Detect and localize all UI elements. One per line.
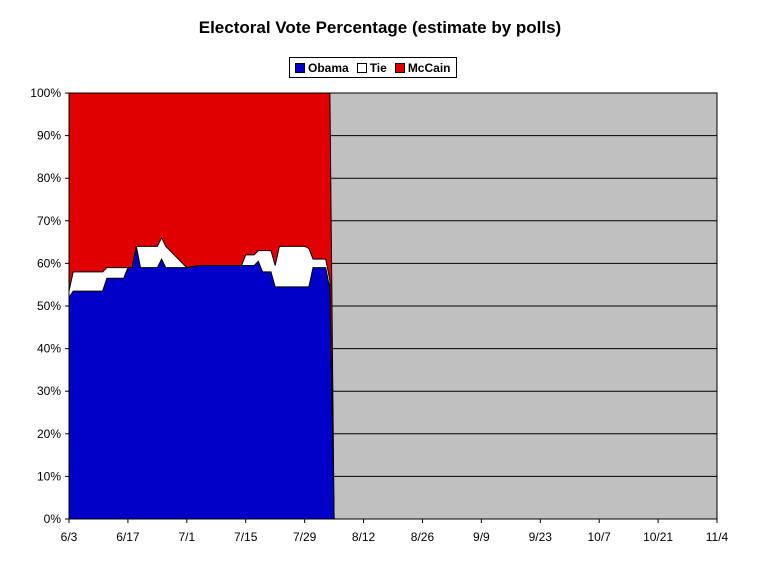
y-tick-label: 70% <box>37 214 61 228</box>
y-tick-label: 50% <box>37 299 61 313</box>
legend-item-tie: Tie <box>356 60 387 75</box>
x-tick-label: 11/4 <box>706 530 729 544</box>
legend-label-tie: Tie <box>369 60 387 75</box>
legend-item-obama: Obama <box>295 61 349 75</box>
chart-title: Electoral Vote Percentage (estimate by p… <box>198 18 562 37</box>
x-tick-label: 7/29 <box>293 530 317 544</box>
legend-swatch-mccain <box>394 62 405 73</box>
legend-swatch-obama <box>295 62 305 73</box>
x-tick-label: 9/23 <box>529 530 553 544</box>
y-tick-label: 20% <box>37 427 61 441</box>
x-tick-label: 7/1 <box>178 530 195 544</box>
y-tick-label: 30% <box>37 384 61 398</box>
x-tick-label: 6/17 <box>116 530 140 544</box>
x-tick-label: 7/15 <box>234 530 258 544</box>
x-tick-label: 9/9 <box>473 530 490 544</box>
x-tick-label: 6/3 <box>61 530 78 544</box>
y-tick-label: 0% <box>44 512 62 526</box>
x-tick-label: 8/12 <box>352 530 376 544</box>
legend-label-mccain: McCain <box>407 60 451 75</box>
y-tick-label: 10% <box>37 469 61 483</box>
legend-swatch-tie <box>356 62 367 73</box>
y-tick-label: 40% <box>37 342 61 356</box>
y-tick-label: 80% <box>37 171 61 185</box>
x-tick-label: 8/26 <box>411 530 435 544</box>
y-tick-label: 60% <box>37 256 61 270</box>
x-tick-label: 10/7 <box>588 530 612 544</box>
legend: Obama Tie McCain <box>289 57 457 78</box>
y-tick-label: 90% <box>37 129 61 143</box>
y-tick-label: 100% <box>30 86 61 100</box>
x-tick-label: 10/21 <box>643 530 673 544</box>
area-obama <box>68 246 335 520</box>
legend-label-obama: Obama <box>308 60 349 75</box>
legend-item-mccain: McCain <box>394 60 451 75</box>
